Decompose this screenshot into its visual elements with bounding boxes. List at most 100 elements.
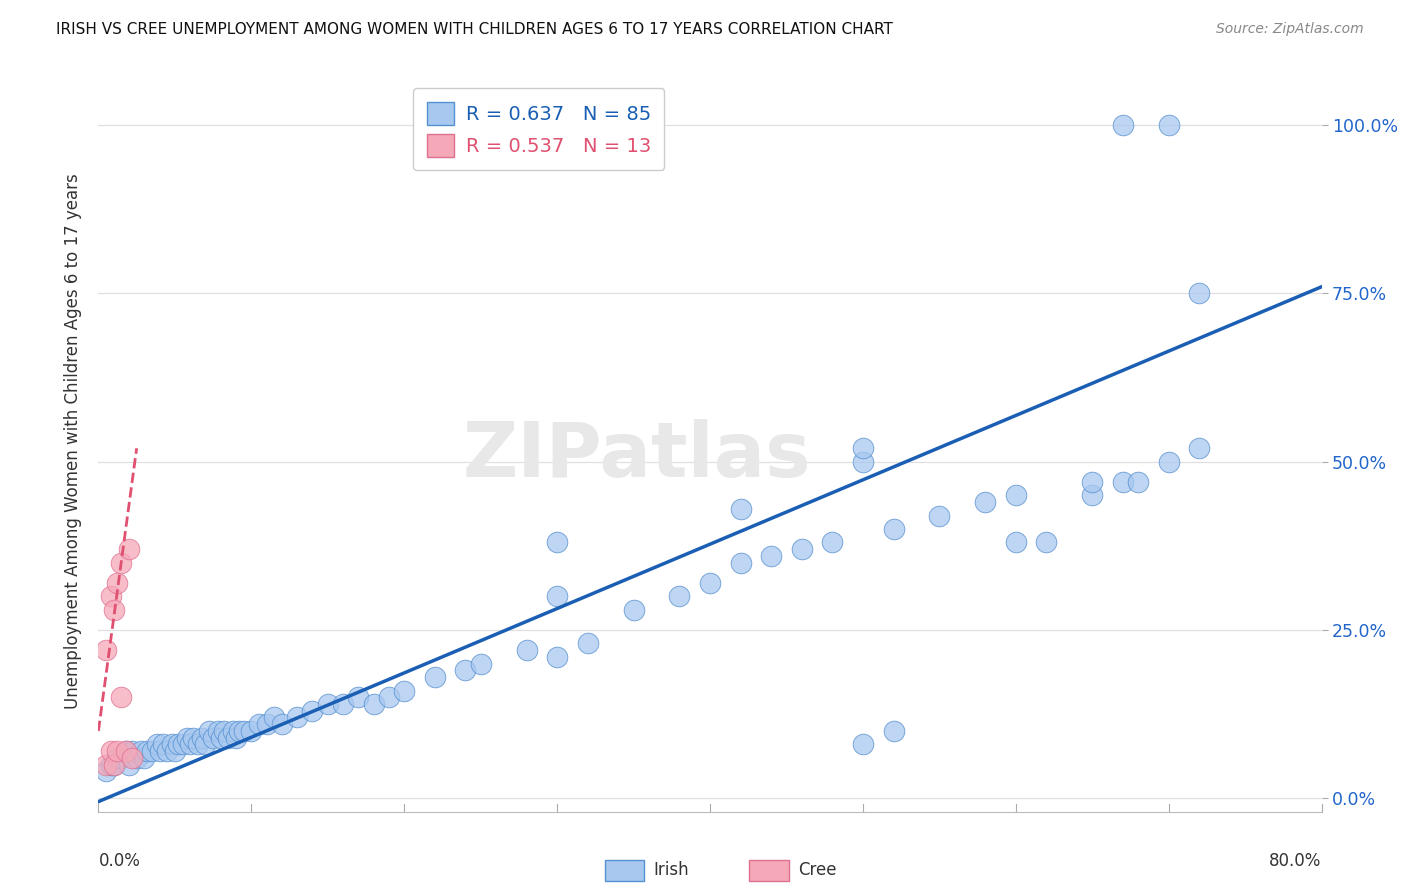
Point: [852, 455, 875, 469]
Point: [1081, 488, 1104, 502]
Point: [94, 643, 117, 657]
Point: [852, 442, 875, 456]
Point: [285, 710, 308, 724]
Point: [134, 751, 156, 765]
Point: [197, 723, 219, 738]
Point: [247, 717, 270, 731]
Point: [105, 575, 128, 590]
Point: [883, 723, 905, 738]
Point: [172, 738, 194, 752]
Point: [207, 723, 229, 738]
Point: [730, 501, 752, 516]
Point: [454, 664, 477, 678]
Point: [110, 556, 132, 570]
Point: [228, 723, 250, 738]
Point: [470, 657, 492, 671]
Text: IRISH VS CREE UNEMPLOYMENT AMONG WOMEN WITH CHILDREN AGES 6 TO 17 YEARS CORRELAT: IRISH VS CREE UNEMPLOYMENT AMONG WOMEN W…: [56, 22, 893, 37]
Point: [1188, 442, 1211, 456]
Point: [730, 556, 752, 570]
Point: [187, 738, 209, 752]
Point: [176, 731, 198, 745]
Point: [145, 738, 167, 752]
Point: [110, 751, 132, 765]
Point: [232, 723, 254, 738]
Point: [115, 744, 138, 758]
Point: [316, 697, 339, 711]
Point: [821, 535, 844, 549]
Point: [240, 723, 263, 738]
Point: [1112, 118, 1135, 132]
Point: [347, 690, 370, 705]
Text: 80.0%: 80.0%: [1270, 853, 1322, 871]
Point: [1035, 535, 1057, 549]
Point: [1188, 286, 1211, 301]
Point: [423, 670, 446, 684]
Point: [392, 683, 416, 698]
Point: [225, 731, 247, 745]
Point: [363, 697, 385, 711]
Text: ZIPatlas: ZIPatlas: [463, 419, 811, 493]
Point: [129, 744, 152, 758]
Point: [103, 757, 125, 772]
Point: [110, 690, 132, 705]
Point: [217, 731, 239, 745]
Point: [100, 744, 122, 758]
Point: [1157, 455, 1180, 469]
Point: [118, 542, 141, 557]
Y-axis label: Unemployment Among Women with Children Ages 6 to 17 years: Unemployment Among Women with Children A…: [63, 174, 82, 709]
Point: [546, 535, 568, 549]
Point: [212, 723, 235, 738]
Point: [179, 738, 201, 752]
Point: [668, 590, 690, 604]
Point: [546, 649, 568, 664]
Text: Source: ZipAtlas.com: Source: ZipAtlas.com: [1216, 22, 1364, 37]
Point: [1081, 475, 1104, 489]
Point: [125, 751, 148, 765]
Point: [263, 710, 285, 724]
Text: Irish: Irish: [654, 861, 689, 879]
Point: [759, 549, 782, 563]
Point: [974, 495, 997, 509]
Point: [191, 731, 214, 745]
Point: [149, 744, 172, 758]
Point: [928, 508, 950, 523]
Point: [1004, 488, 1026, 502]
Point: [94, 764, 117, 779]
Point: [152, 738, 174, 752]
Point: [1157, 118, 1180, 132]
Point: [699, 575, 721, 590]
Point: [332, 697, 354, 711]
Point: [202, 731, 225, 745]
Point: [100, 590, 122, 604]
Text: 0.0%: 0.0%: [98, 853, 141, 871]
Point: [141, 744, 163, 758]
Point: [121, 744, 143, 758]
Point: [118, 757, 141, 772]
Point: [160, 738, 183, 752]
Point: [576, 636, 599, 650]
Point: [256, 717, 278, 731]
Point: [136, 744, 159, 758]
Point: [163, 744, 186, 758]
Point: [883, 522, 905, 536]
Point: [103, 757, 125, 772]
Point: [1112, 475, 1135, 489]
Point: [194, 738, 217, 752]
Point: [1128, 475, 1150, 489]
Point: [94, 757, 117, 772]
Point: [105, 744, 128, 758]
Point: [156, 744, 179, 758]
Point: [790, 542, 813, 557]
Point: [222, 723, 245, 738]
Point: [105, 751, 128, 765]
Point: [115, 744, 138, 758]
Legend: R = 0.637   N = 85, R = 0.537   N = 13: R = 0.637 N = 85, R = 0.537 N = 13: [413, 88, 665, 170]
Point: [1004, 535, 1026, 549]
Point: [167, 738, 190, 752]
Text: Cree: Cree: [799, 861, 837, 879]
Point: [623, 603, 645, 617]
Point: [546, 590, 568, 604]
Point: [209, 731, 232, 745]
Point: [852, 738, 875, 752]
Point: [181, 731, 204, 745]
